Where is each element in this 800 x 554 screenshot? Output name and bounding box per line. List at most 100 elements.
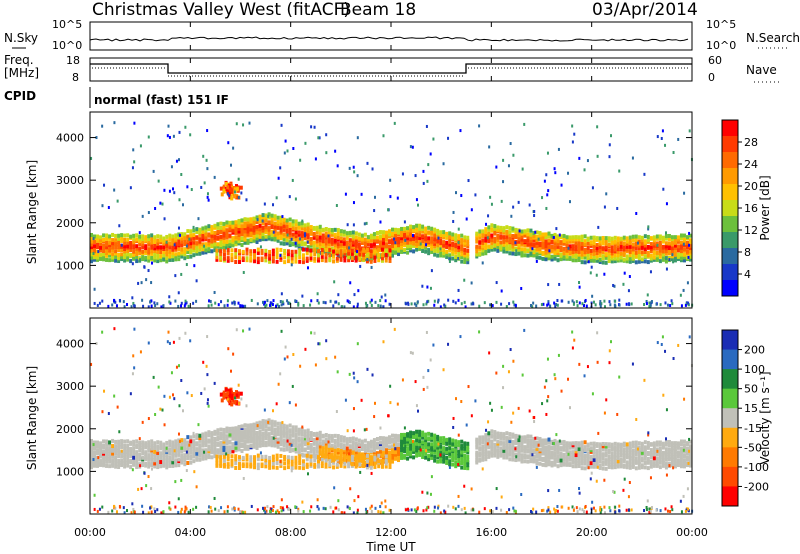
power-cell <box>673 255 677 260</box>
power-cell <box>559 245 563 250</box>
velocity-cell <box>424 435 428 440</box>
power-cell <box>583 234 587 239</box>
power-cell <box>384 234 388 239</box>
velocity-cell <box>538 461 542 466</box>
power-cell <box>397 243 401 248</box>
velocity-cell <box>105 446 109 451</box>
power-cell <box>249 233 253 238</box>
power-cell <box>356 305 359 309</box>
power-cell <box>556 244 560 249</box>
power-cell <box>147 211 150 215</box>
velocity-cell <box>350 454 354 459</box>
velocity-cell <box>562 452 566 457</box>
power-cell <box>541 245 545 250</box>
velocity-cell <box>547 459 551 464</box>
power-cell <box>114 251 118 256</box>
velocity-cell <box>234 457 238 462</box>
power-cell <box>622 241 626 246</box>
nsky-tick-bottom: 10^0 <box>52 39 82 52</box>
power-cell <box>679 249 683 254</box>
velocity-cell <box>358 453 362 458</box>
power-cell <box>166 134 169 138</box>
power-cell <box>309 248 313 253</box>
power-cell <box>261 213 265 218</box>
power-cell <box>153 238 157 243</box>
velocity-cell <box>676 460 680 465</box>
velocity-cell <box>418 429 422 434</box>
velocity-cell <box>276 437 280 442</box>
velocity-cell <box>363 451 367 456</box>
velocity-cell <box>580 447 584 452</box>
power-cell <box>526 232 530 237</box>
velocity-cell <box>215 454 219 459</box>
velocity-cell <box>394 433 398 438</box>
power-cell <box>576 304 579 308</box>
velocity-cell <box>427 449 431 454</box>
velocity-cell <box>162 442 166 447</box>
power-cell <box>178 198 181 202</box>
velocity-cell <box>647 431 650 435</box>
power-cell <box>102 237 106 242</box>
power-cell <box>186 254 190 259</box>
velocity-cell <box>222 450 226 455</box>
velocity-cell <box>387 414 390 418</box>
power-cell <box>288 301 291 305</box>
velocity-cell <box>520 448 524 453</box>
velocity-cell <box>550 439 554 444</box>
velocity-cell <box>460 461 464 466</box>
velocity-cell <box>369 463 373 468</box>
velocity-cell <box>613 459 617 464</box>
velocity-cell <box>294 403 297 407</box>
power-cell <box>427 230 431 235</box>
power-cell <box>141 234 145 239</box>
power-cell <box>351 245 355 250</box>
velocity-cell <box>397 451 401 456</box>
velocity-cell <box>590 471 593 475</box>
power-cell <box>237 232 241 237</box>
velocity-cell <box>667 461 671 466</box>
velocity-cell <box>275 460 279 465</box>
power-cell <box>220 300 223 304</box>
velocity-cell <box>108 440 112 445</box>
velocity-cell <box>646 450 650 455</box>
power-cell <box>111 248 115 253</box>
power-cell <box>430 226 434 231</box>
power-cell <box>623 271 626 275</box>
power-cell <box>631 250 635 255</box>
velocity-cell <box>607 444 611 449</box>
velocity-cell <box>255 430 259 435</box>
velocity-cell <box>150 443 154 448</box>
velocity-cell <box>400 442 404 447</box>
velocity-cell <box>583 440 587 445</box>
velocity-cell <box>619 453 623 458</box>
velocity-cell <box>113 394 116 398</box>
power-cell <box>451 249 455 254</box>
velocity-cell <box>120 458 124 463</box>
velocity-cell <box>535 436 539 441</box>
velocity-cell <box>457 454 461 459</box>
power-cell <box>190 188 193 192</box>
velocity-cell <box>144 457 148 462</box>
velocity-cell <box>430 455 434 460</box>
power-cell <box>101 124 104 128</box>
power-cell <box>107 206 110 210</box>
velocity-cell <box>271 465 275 470</box>
velocity-cell <box>596 465 599 469</box>
power-cell <box>168 300 171 304</box>
power-cell <box>139 144 142 148</box>
velocity-cell <box>635 417 638 421</box>
velocity-cell <box>222 431 226 436</box>
velocity-cell <box>475 442 479 447</box>
power-cell <box>298 255 302 260</box>
velocity-cell <box>318 342 321 346</box>
velocity-cell <box>306 446 309 450</box>
power-cell <box>204 237 208 242</box>
velocity-cell <box>433 443 437 448</box>
velocity-cell <box>138 437 141 441</box>
velocity-cell <box>216 431 220 436</box>
power-cell <box>616 258 620 263</box>
power-cell <box>306 222 310 227</box>
velocity-cell <box>139 464 142 468</box>
velocity-cell <box>523 328 526 332</box>
power-cell <box>544 239 548 244</box>
